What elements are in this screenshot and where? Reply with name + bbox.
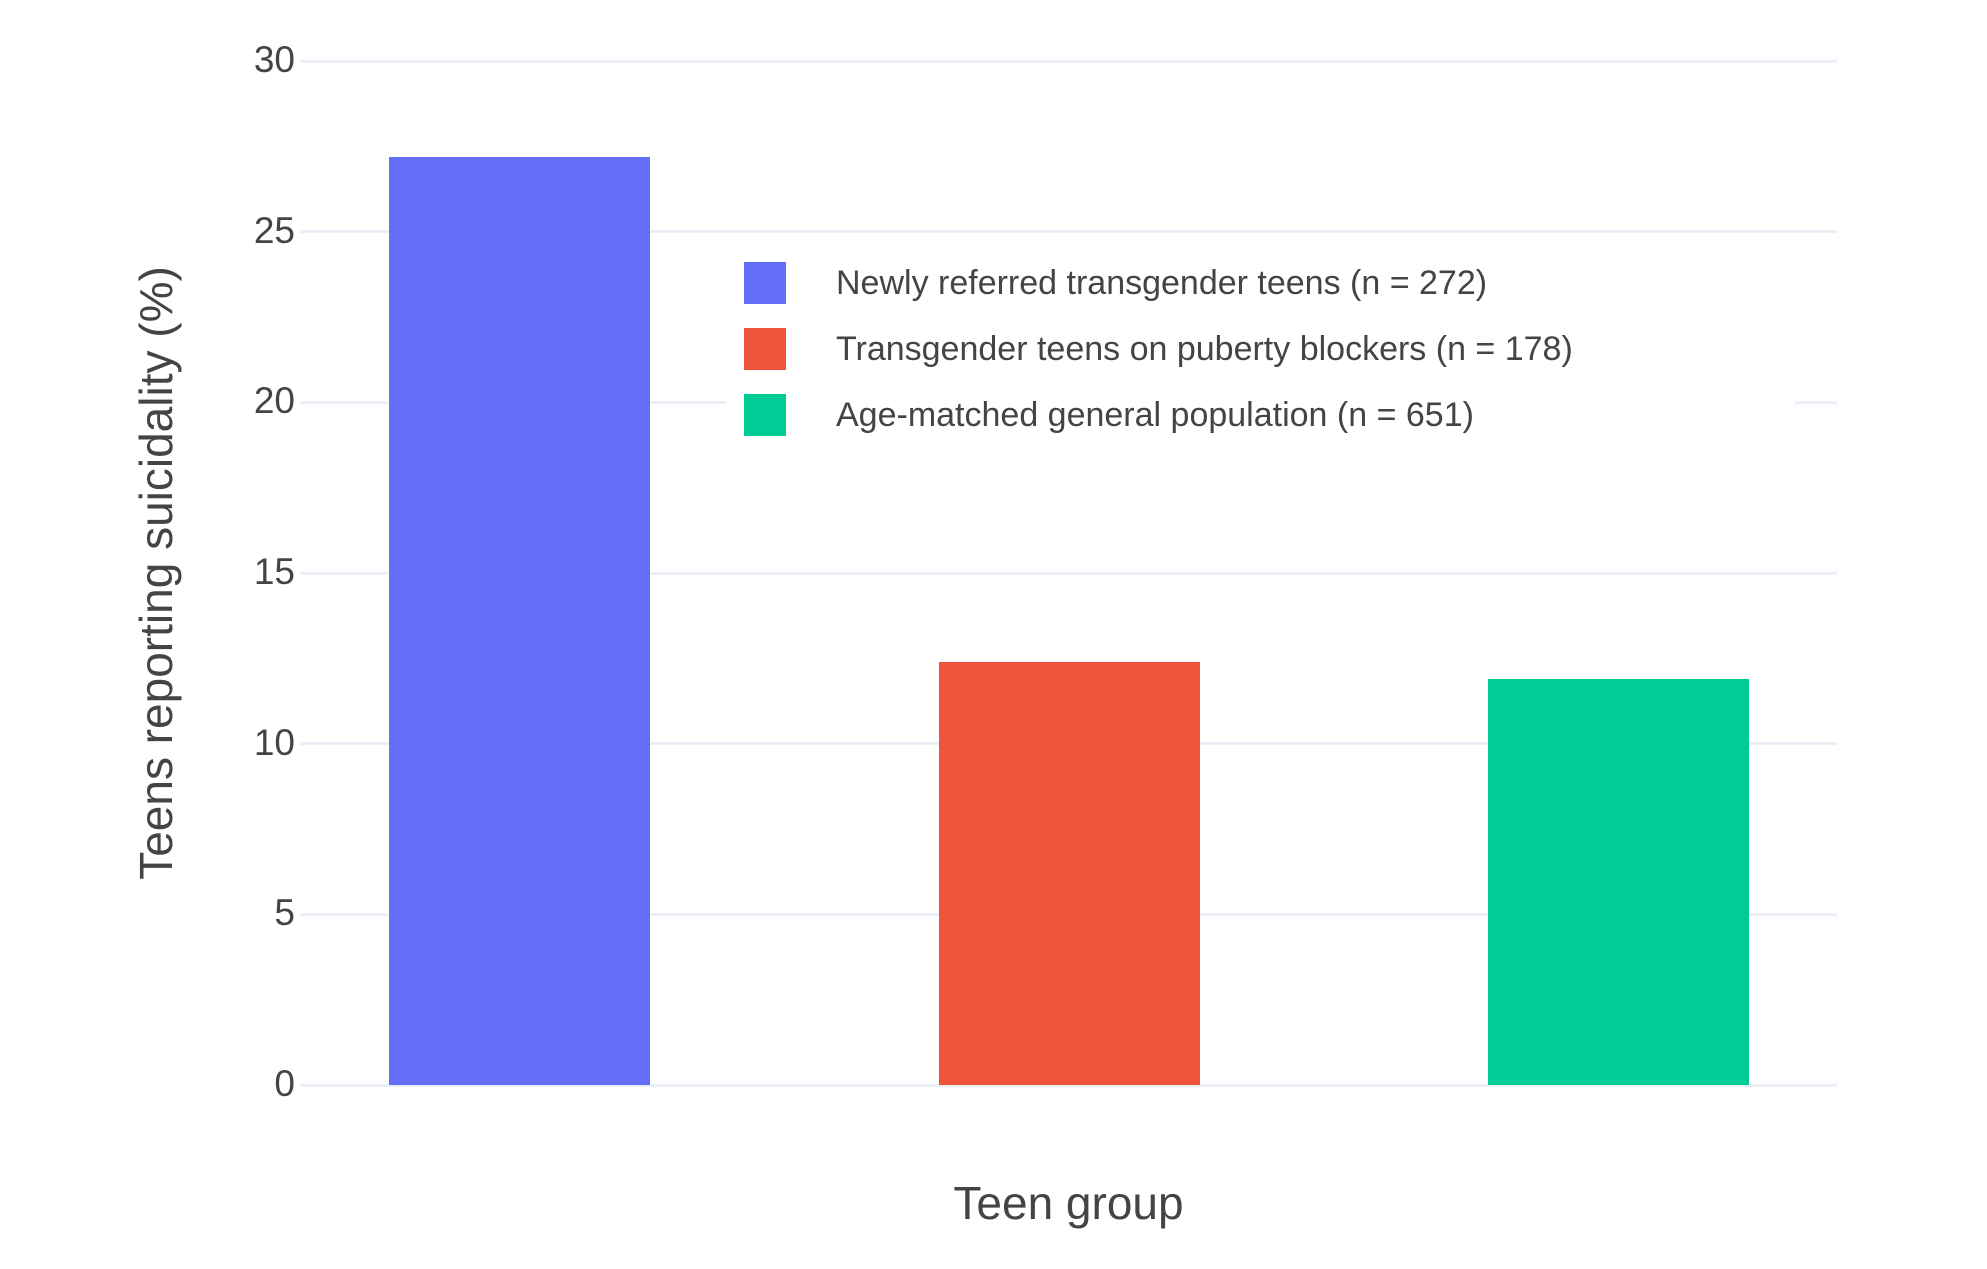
legend-item-3[interactable]: Age-matched general population (n = 651) [744, 382, 1795, 448]
y-tick-label: 20 [253, 380, 295, 422]
legend-label: Newly referred transgender teens (n = 27… [836, 263, 1488, 302]
legend-label: Age-matched general population (n = 651) [836, 395, 1474, 434]
y-tick-label: 0 [274, 1063, 295, 1105]
y-tick-label: 30 [253, 39, 295, 81]
bar-3 [1487, 678, 1749, 1085]
y-tick-label: 15 [253, 551, 295, 593]
y-tick-label: 10 [253, 721, 295, 763]
legend: Newly referred transgender teens (n = 27… [726, 246, 1795, 452]
legend-swatch [744, 262, 786, 304]
bar-2 [938, 661, 1200, 1085]
legend-swatch [744, 394, 786, 436]
legend-item-2[interactable]: Transgender teens on puberty blockers (n… [744, 316, 1795, 382]
gridline [300, 59, 1837, 63]
legend-item-1[interactable]: Newly referred transgender teens (n = 27… [744, 250, 1795, 316]
y-axis-title: Teens reporting suicidality (%) [130, 266, 182, 880]
legend-swatch [744, 328, 786, 370]
x-axis-title: Teen group [953, 1177, 1184, 1229]
y-tick-label: 5 [274, 892, 295, 934]
gridline [300, 230, 1837, 234]
gridline [300, 571, 1837, 575]
bar-1 [388, 156, 650, 1085]
gridline [300, 1083, 1837, 1087]
legend-label: Transgender teens on puberty blockers (n… [836, 329, 1573, 368]
y-tick-label: 25 [253, 209, 295, 251]
